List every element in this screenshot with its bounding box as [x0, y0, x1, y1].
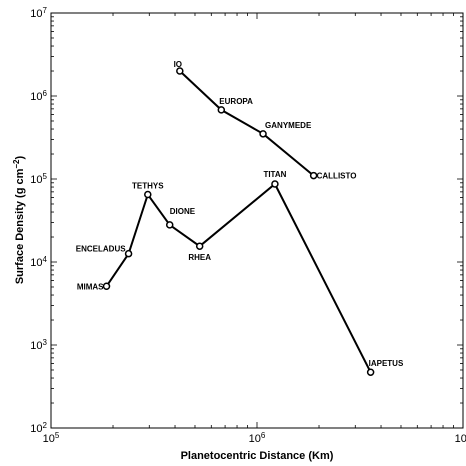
point-label-tethys: TETHYS [132, 182, 164, 191]
y-tick-base: 10 [30, 423, 42, 435]
x-tick-exponent: 5 [55, 431, 60, 440]
point-label-iapetus: IAPETUS [369, 359, 404, 368]
x-tick-exponent: 6 [261, 431, 266, 440]
y-axis-label: Surface Density (g cm−2) [12, 156, 27, 285]
axis-ticks: 105106107102103104105106107 [30, 6, 466, 446]
y-tick-label: 107 [30, 6, 47, 21]
y-tick-base: 10 [30, 174, 42, 186]
data-point-europa [217, 106, 226, 114]
series-line-2 [105, 182, 372, 373]
y-tick-label: 105 [30, 172, 47, 187]
y-tick-label: 102 [30, 421, 47, 436]
data-point-enceladus [124, 249, 133, 258]
point-label-titan: TITAN [263, 170, 286, 179]
data-point-tethys [144, 190, 152, 199]
x-tick-label: 107 [455, 431, 466, 446]
y-tick-exponent: 4 [43, 255, 48, 264]
x-axis-label: Planetocentric Distance (Km) [181, 450, 334, 462]
point-label-dione: DIONE [170, 207, 196, 216]
y-tick-exponent: 2 [43, 421, 48, 430]
data-point-dione [165, 221, 174, 229]
x-tick-base: 10 [43, 433, 55, 445]
point-label-ganymede: GANYMEDE [265, 121, 312, 130]
point-labels: IO EUROPA GANYMEDE CALLISTO MIMAS ENCELADUS TE… [76, 60, 404, 368]
y-tick-label: 106 [30, 89, 47, 104]
series-line-1 [179, 70, 315, 177]
point-label-rhea: RHEA [188, 253, 211, 262]
x-tick-base: 10 [249, 433, 261, 445]
data-point-ganymede [259, 130, 267, 138]
y-tick-exponent: 5 [43, 172, 48, 181]
y-tick-label: 103 [30, 338, 47, 353]
point-label-io: IO [174, 60, 182, 69]
y-tick-exponent: 3 [43, 338, 48, 347]
y-tick-base: 10 [30, 340, 42, 352]
y-tick-base: 10 [30, 257, 42, 269]
point-label-europa: EUROPA [219, 97, 253, 106]
y-axis-label-main: Surface Density (g cm [14, 168, 26, 284]
y-axis-label-exponent: −2 [12, 159, 21, 169]
y-tick-exponent: 7 [43, 6, 48, 15]
x-tick-label: 106 [249, 431, 266, 446]
y-tick-exponent: 6 [43, 89, 48, 98]
point-label-enceladus: ENCELADUS [76, 245, 126, 254]
data-point-titan [271, 180, 279, 188]
y-tick-label: 104 [30, 255, 47, 270]
data-point-iapetus [366, 368, 375, 376]
point-label-callisto: CALLISTO [317, 172, 357, 181]
x-tick-label: 105 [43, 431, 60, 446]
point-label-mimas: MIMAS [77, 282, 104, 291]
data-point-callisto [309, 171, 318, 180]
y-axis-label-close: ) [14, 156, 26, 160]
x-tick-base: 10 [455, 433, 466, 445]
data-series [102, 67, 375, 376]
data-point-mimas [102, 282, 111, 291]
data-point-rhea [195, 242, 204, 250]
y-tick-base: 10 [30, 91, 42, 103]
data-point-io [176, 67, 184, 75]
y-tick-base: 10 [30, 8, 42, 20]
